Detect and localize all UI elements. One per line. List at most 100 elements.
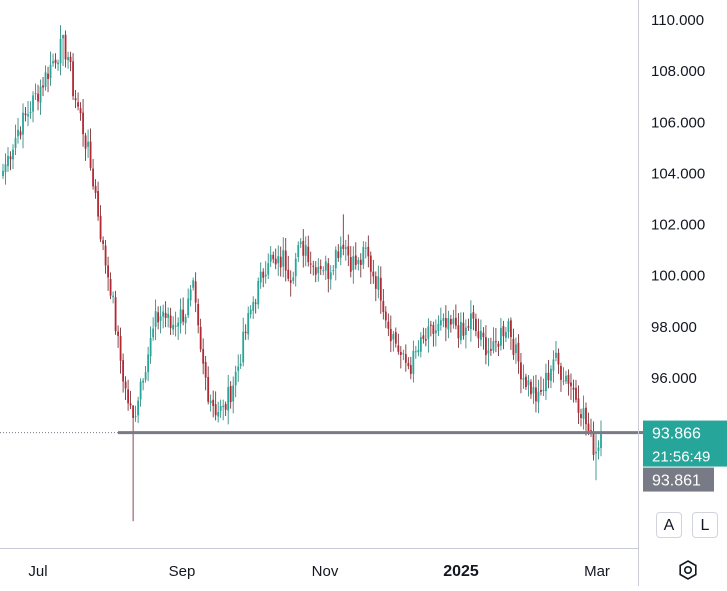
candle (432, 321, 435, 347)
candle (89, 128, 92, 171)
candle (217, 401, 220, 423)
candle (292, 271, 295, 285)
candle (437, 315, 440, 337)
candle (347, 234, 350, 267)
log-scale-button[interactable]: L (692, 512, 718, 538)
candle (299, 238, 302, 248)
last-price-value: 93.866 (652, 426, 701, 443)
candle (369, 251, 372, 285)
candle (9, 151, 12, 171)
candle (454, 304, 457, 330)
candle (122, 353, 125, 393)
candle (379, 266, 382, 314)
candle (487, 337, 490, 367)
candle (219, 399, 222, 418)
candle (337, 244, 340, 262)
candle (57, 59, 59, 71)
candle (2, 163, 4, 179)
candle (229, 381, 232, 409)
candle (274, 248, 277, 270)
candle (404, 344, 407, 372)
candle (332, 265, 335, 276)
candle (7, 147, 9, 172)
candle (87, 129, 89, 158)
candle (387, 313, 390, 337)
candle (192, 277, 195, 291)
candle (189, 284, 192, 307)
candle (364, 241, 367, 259)
candle (269, 246, 272, 268)
candle (567, 369, 570, 396)
candle (482, 327, 485, 350)
candle (312, 260, 315, 276)
candle (34, 83, 37, 100)
auto-scale-button[interactable]: A (656, 512, 682, 538)
candle (249, 305, 252, 319)
candle (172, 316, 175, 335)
candle (492, 327, 495, 354)
candle (510, 317, 512, 350)
candle (467, 318, 470, 331)
candle (527, 374, 530, 397)
candle (505, 326, 507, 343)
reference-price-label: 93.861 (643, 467, 714, 492)
candle (314, 261, 317, 283)
candle (234, 365, 237, 398)
candle (284, 237, 287, 282)
candle (502, 320, 505, 350)
candle (39, 79, 42, 115)
candle (294, 252, 297, 287)
candle (102, 236, 104, 251)
candle (329, 265, 332, 290)
candle (214, 391, 217, 421)
candle (565, 370, 567, 385)
candle (512, 328, 515, 360)
candle (119, 327, 122, 374)
y-tick-label: 104.000 (651, 165, 705, 182)
candle (547, 359, 550, 389)
candle (542, 378, 545, 397)
candle (540, 376, 542, 396)
candle (262, 268, 265, 288)
candle (114, 290, 117, 335)
candle (197, 298, 200, 334)
candle (352, 246, 355, 284)
y-tick-label: 108.000 (651, 63, 705, 80)
candle (59, 25, 62, 76)
candle (515, 337, 517, 364)
candle (500, 318, 502, 351)
candle (29, 101, 32, 119)
candle (522, 364, 525, 389)
candle (525, 373, 527, 390)
candle (107, 256, 109, 291)
candle (424, 328, 427, 347)
candle (27, 100, 29, 127)
candle (362, 241, 365, 270)
candle (327, 258, 330, 293)
candle (74, 89, 77, 109)
candle (267, 253, 270, 279)
candle (464, 319, 467, 349)
settings-button[interactable] (674, 556, 702, 584)
candle (254, 298, 257, 314)
candle (17, 118, 19, 144)
candle (199, 318, 202, 353)
reference-price-value: 93.861 (652, 473, 701, 490)
candle (44, 65, 47, 91)
candle (557, 348, 560, 374)
candle (585, 402, 587, 436)
candle (472, 305, 475, 331)
candle (374, 271, 377, 302)
candle (182, 297, 185, 326)
candle (162, 304, 165, 329)
candle (317, 258, 320, 282)
candle (154, 299, 157, 341)
candle (144, 365, 147, 383)
candle (244, 324, 247, 340)
candle (555, 340, 557, 362)
candle (600, 420, 602, 457)
candle (239, 354, 242, 369)
candle (309, 251, 312, 274)
